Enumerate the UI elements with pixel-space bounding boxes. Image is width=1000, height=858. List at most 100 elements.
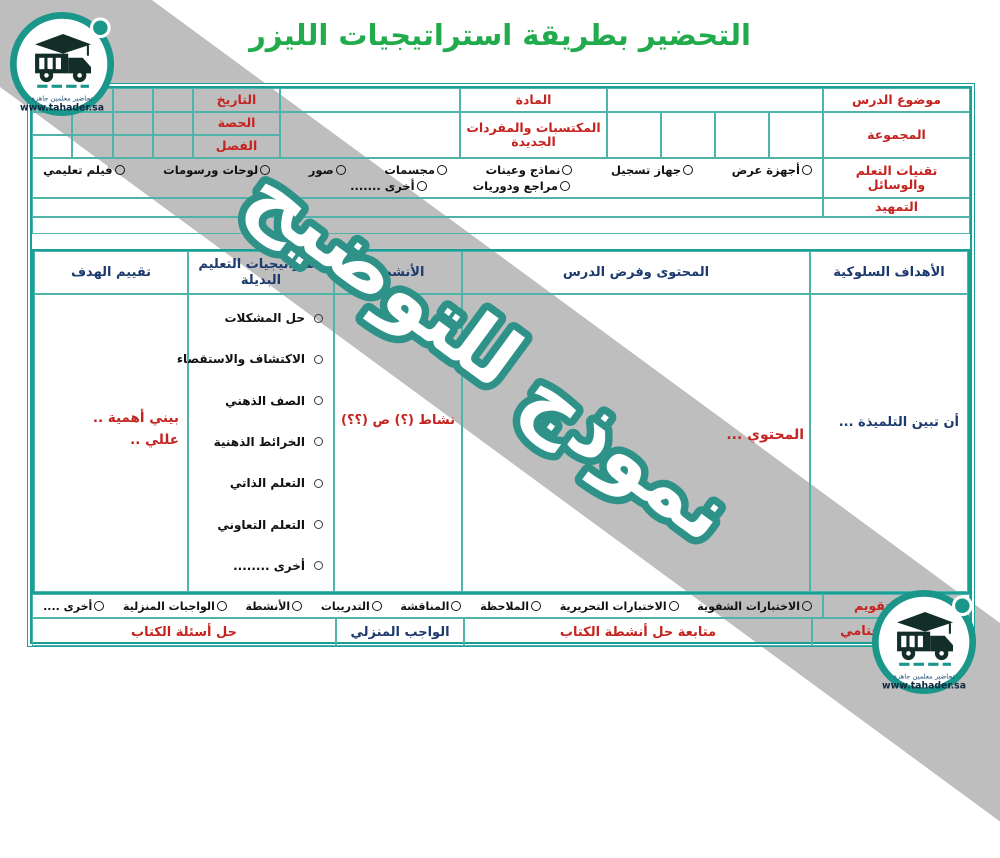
option-label: الملاحظة [480, 599, 530, 613]
option-circle-icon[interactable] [562, 165, 573, 175]
evaluation-tool-option[interactable]: الاختبارات الشفوية [697, 600, 812, 613]
option-circle-icon[interactable] [314, 396, 323, 406]
objectives-text: أن تبين التلميذة ... [838, 415, 959, 430]
option-circle-icon[interactable] [314, 354, 323, 364]
evaluation-tool-option[interactable]: أخرى .... [43, 600, 105, 613]
activities-cell: نشاط (؟) ص (؟؟) [334, 294, 462, 592]
evaluation-tool-option[interactable]: المناقشة [400, 599, 462, 613]
strategy-option[interactable]: أخرى ........ [193, 559, 323, 573]
evaluation-tool-option[interactable]: الواجبات المنزلية [123, 600, 227, 613]
tech-option[interactable]: أخرى ....... [350, 179, 427, 193]
option-circle-icon[interactable] [683, 165, 694, 175]
option-label: نماذج وعينات [485, 163, 561, 177]
option-circle-icon[interactable] [437, 165, 448, 175]
option-circle-icon[interactable] [802, 601, 812, 611]
period-box-cell [72, 112, 113, 135]
option-label: الواجبات المنزلية [122, 599, 215, 613]
option-label: التعلم التعاوني [217, 517, 305, 532]
strategy-option[interactable]: حل المشكلات [193, 311, 323, 325]
logo-dot-icon [93, 20, 108, 35]
option-circle-icon[interactable] [371, 601, 382, 611]
option-circle-icon[interactable] [94, 601, 105, 611]
logo-tagline: تحاضير معلمين جاهزة [31, 94, 92, 102]
class-box-cell [112, 135, 153, 158]
evaluation-cell: بيني أهمية .. عللي .. [34, 294, 188, 592]
header-evaluation: تقييم الهدف [34, 251, 188, 294]
option-circle-icon[interactable] [531, 601, 542, 611]
evaluation-tool-option[interactable]: الملاحظة [480, 599, 542, 613]
introduction-section: التمهيد [32, 198, 970, 234]
option-circle-icon[interactable] [314, 561, 323, 571]
period-box-cell [112, 112, 153, 135]
option-label: الصف الذهني [225, 393, 305, 408]
option-label: فيلم تعليمي [43, 163, 113, 177]
option-label: الاختبارات الشفوية [697, 599, 800, 613]
tech-option[interactable]: فيلم تعليمي [43, 163, 125, 177]
strategy-option[interactable]: التعلم الذاتي [193, 476, 323, 490]
option-circle-icon[interactable] [802, 165, 812, 175]
option-circle-icon[interactable] [416, 181, 427, 191]
final-evaluation-section: التقويم الختامي متابعة حل أنشطة الكتاب ا… [32, 618, 970, 646]
final-followup-text: متابعة حل أنشطة الكتاب [464, 618, 812, 646]
activity-reference-text: نشاط (؟) ص (؟؟) [341, 413, 455, 428]
truck-graduation-icon [897, 611, 953, 666]
option-label: الاكتشاف والاستقصاء [176, 352, 305, 367]
tahader-logo: تحاضير معلمين جاهزة www.tahader.sa [866, 584, 982, 704]
option-label: صور [308, 163, 334, 177]
introduction-extra-row [32, 217, 970, 234]
logo-dot-icon [955, 598, 970, 613]
date-box-cell [152, 88, 193, 112]
main-table: الأهداف السلوكية المحتوى وفرض الدرس الأن… [32, 249, 970, 594]
strategy-option[interactable]: الصف الذهني [193, 394, 323, 408]
tech-option[interactable]: نماذج وعينات [486, 163, 573, 177]
info-section: موضوع الدرس المادة التاريخ المجموعة المك… [32, 88, 970, 158]
option-label: لوحات ورسومات [163, 163, 259, 177]
truck-graduation-icon [35, 33, 91, 88]
option-circle-icon[interactable] [260, 165, 271, 175]
content-cell: المحتوي ... [462, 294, 810, 592]
option-label: أخرى ....... [350, 179, 415, 193]
evaluation-tool-option[interactable]: الأنشطة [246, 600, 303, 613]
option-circle-icon[interactable] [314, 520, 323, 530]
acquisitions-values [607, 112, 823, 158]
strategy-option[interactable]: التعلم التعاوني [193, 518, 323, 532]
strategy-option[interactable]: الخرائط الذهنية [193, 435, 323, 449]
option-circle-icon[interactable] [668, 601, 679, 611]
tech-option[interactable]: جهاز تسجيل [611, 163, 694, 177]
acquisition-value-cell [769, 112, 823, 158]
evaluation-tool-option[interactable]: التدريبات [321, 600, 382, 613]
tech-option[interactable]: مراجع ودوريات [473, 179, 570, 193]
homework-value: حل أسئلة الكتاب [32, 618, 336, 646]
acquisition-value-cell [607, 112, 661, 158]
date-label: التاريخ [193, 88, 280, 112]
option-label: المناقشة [400, 599, 450, 613]
option-label: الأنشطة [245, 599, 291, 613]
strategy-option[interactable]: الاكتشاف والاستقصاء [177, 352, 323, 366]
option-circle-icon[interactable] [314, 478, 323, 488]
option-circle-icon[interactable] [335, 165, 346, 175]
logo-tagline: تحاضير معلمين جاهزة [893, 672, 954, 680]
option-circle-icon[interactable] [451, 601, 462, 611]
homework-label: الواجب المنزلي [336, 618, 464, 646]
technologies-label: تقنيات التعلم والوسائل [823, 158, 970, 198]
period-box-cell [152, 112, 193, 135]
option-circle-icon[interactable] [560, 181, 570, 191]
option-circle-icon[interactable] [292, 601, 303, 611]
option-circle-icon[interactable] [314, 313, 323, 323]
lesson-plan-sheet: موضوع الدرس المادة التاريخ المجموعة المك… [30, 86, 972, 646]
tech-option[interactable]: لوحات ورسومات [163, 163, 271, 177]
technologies-row-1: أجهزة عرض جهاز تسجيل نماذج وعينات مجسمات صور… [43, 163, 812, 177]
introduction-label: التمهيد [823, 198, 970, 217]
tech-option[interactable]: صور [309, 163, 346, 177]
header-strategies: استراتيجيات التعليم البديلة [188, 251, 334, 294]
header-activities: الأنشطة [334, 251, 462, 294]
option-circle-icon[interactable] [114, 165, 125, 175]
evaluation-tool-option[interactable]: الاختبارات التحريرية [560, 600, 679, 613]
tech-option[interactable]: مجسمات [384, 163, 448, 177]
tech-option[interactable]: أجهزة عرض [732, 163, 812, 177]
evaluation-line-2: عللي .. [130, 432, 179, 449]
option-circle-icon[interactable] [216, 601, 227, 611]
option-label: مراجع ودوريات [472, 179, 558, 193]
option-label: التعلم الذاتي [229, 476, 305, 491]
option-circle-icon[interactable] [314, 437, 323, 447]
